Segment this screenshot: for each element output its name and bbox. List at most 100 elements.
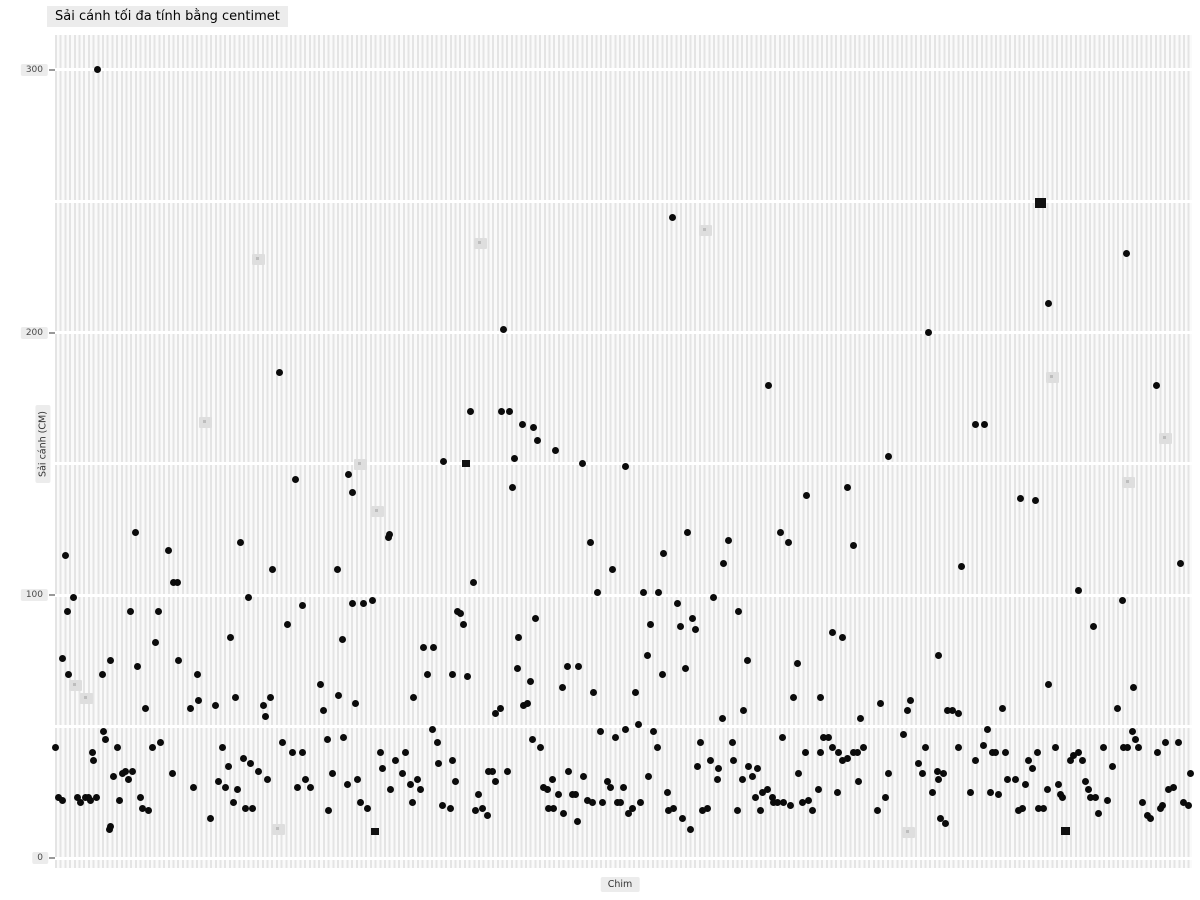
data-point bbox=[631, 688, 639, 696]
data-point bbox=[843, 484, 851, 492]
data-point bbox=[439, 457, 447, 465]
data-point bbox=[64, 670, 72, 678]
data-point bbox=[994, 791, 1002, 799]
data-point bbox=[98, 670, 106, 678]
data-point bbox=[483, 812, 491, 820]
data-point bbox=[914, 759, 922, 767]
data-point bbox=[368, 597, 376, 605]
data-point bbox=[384, 534, 392, 541]
data-point bbox=[1044, 681, 1052, 689]
data-point bbox=[428, 725, 436, 733]
data-point bbox=[359, 599, 367, 607]
data-point bbox=[773, 799, 781, 807]
data-point bbox=[124, 775, 132, 783]
data-point bbox=[954, 710, 962, 717]
data-point bbox=[333, 565, 341, 573]
data-point bbox=[554, 791, 562, 799]
data-point bbox=[794, 770, 802, 778]
y-tick-label-0: 0 bbox=[32, 852, 48, 864]
data-point bbox=[586, 539, 594, 547]
data-point bbox=[1118, 597, 1126, 605]
data-point bbox=[763, 786, 771, 794]
data-point bbox=[488, 767, 496, 775]
data-point bbox=[236, 539, 244, 547]
data-point bbox=[1146, 815, 1154, 823]
data-point bbox=[1122, 250, 1130, 258]
data-point bbox=[214, 778, 222, 786]
data-point bbox=[518, 421, 526, 429]
data-point bbox=[979, 741, 987, 749]
data-point bbox=[133, 662, 141, 670]
data-point bbox=[239, 754, 247, 762]
data-point bbox=[739, 707, 747, 715]
data-point bbox=[298, 749, 306, 757]
data-point bbox=[356, 799, 364, 807]
data-point bbox=[828, 744, 836, 752]
data-point bbox=[291, 476, 299, 484]
data-point bbox=[606, 783, 614, 791]
chart-title: Sải cánh tối đa tính bằng centimet bbox=[47, 6, 288, 27]
data-point bbox=[983, 725, 991, 733]
data-point bbox=[574, 662, 582, 670]
plot-area bbox=[55, 35, 1192, 868]
data-point bbox=[798, 799, 806, 807]
data-point bbox=[76, 799, 84, 807]
data-point bbox=[588, 799, 596, 807]
faint-annotation-box bbox=[371, 506, 384, 518]
data-point bbox=[636, 799, 644, 807]
data-point bbox=[63, 607, 71, 615]
data-point bbox=[971, 757, 979, 765]
data-point bbox=[971, 421, 979, 429]
data-point bbox=[474, 791, 482, 799]
y-tick-mark-300 bbox=[49, 69, 55, 71]
data-point bbox=[491, 778, 499, 786]
data-point bbox=[1016, 494, 1024, 502]
data-point bbox=[603, 778, 611, 786]
data-point bbox=[229, 799, 237, 807]
data-point bbox=[619, 783, 627, 791]
data-point bbox=[466, 407, 474, 415]
data-point bbox=[241, 804, 249, 812]
data-point bbox=[724, 536, 732, 544]
data-point bbox=[706, 757, 714, 765]
y-gridline-0 bbox=[55, 856, 1192, 860]
data-point bbox=[136, 794, 144, 802]
data-point bbox=[293, 783, 301, 791]
data-point bbox=[834, 749, 842, 757]
data-point bbox=[778, 733, 786, 741]
data-point bbox=[413, 775, 421, 783]
data-point bbox=[876, 699, 884, 707]
data-point bbox=[1014, 807, 1022, 815]
data-point bbox=[89, 757, 97, 765]
faint-annotation-box bbox=[1046, 372, 1059, 384]
data-point bbox=[1084, 786, 1092, 794]
data-point bbox=[319, 707, 327, 715]
data-point bbox=[928, 788, 936, 796]
data-point bbox=[88, 749, 96, 757]
data-point bbox=[1113, 704, 1121, 712]
data-point bbox=[856, 715, 864, 723]
data-point bbox=[596, 728, 604, 736]
faint-annotation-box bbox=[1122, 477, 1135, 489]
data-point bbox=[611, 733, 619, 741]
data-point bbox=[859, 744, 867, 752]
data-point bbox=[734, 607, 742, 615]
faint-annotation-box bbox=[199, 416, 212, 428]
data-point bbox=[703, 804, 711, 812]
data-point bbox=[1058, 794, 1066, 802]
data-point bbox=[653, 744, 661, 752]
data-point bbox=[768, 794, 776, 802]
data-point bbox=[1021, 780, 1029, 788]
data-point bbox=[804, 796, 812, 804]
data-point bbox=[903, 707, 911, 715]
data-point bbox=[423, 670, 431, 678]
data-point bbox=[323, 736, 331, 744]
data-point bbox=[409, 694, 417, 702]
data-point bbox=[644, 773, 652, 781]
data-point bbox=[884, 770, 892, 778]
data-point bbox=[144, 807, 152, 815]
data-point bbox=[838, 633, 846, 641]
data-point bbox=[244, 594, 252, 602]
data-point bbox=[1039, 804, 1047, 812]
